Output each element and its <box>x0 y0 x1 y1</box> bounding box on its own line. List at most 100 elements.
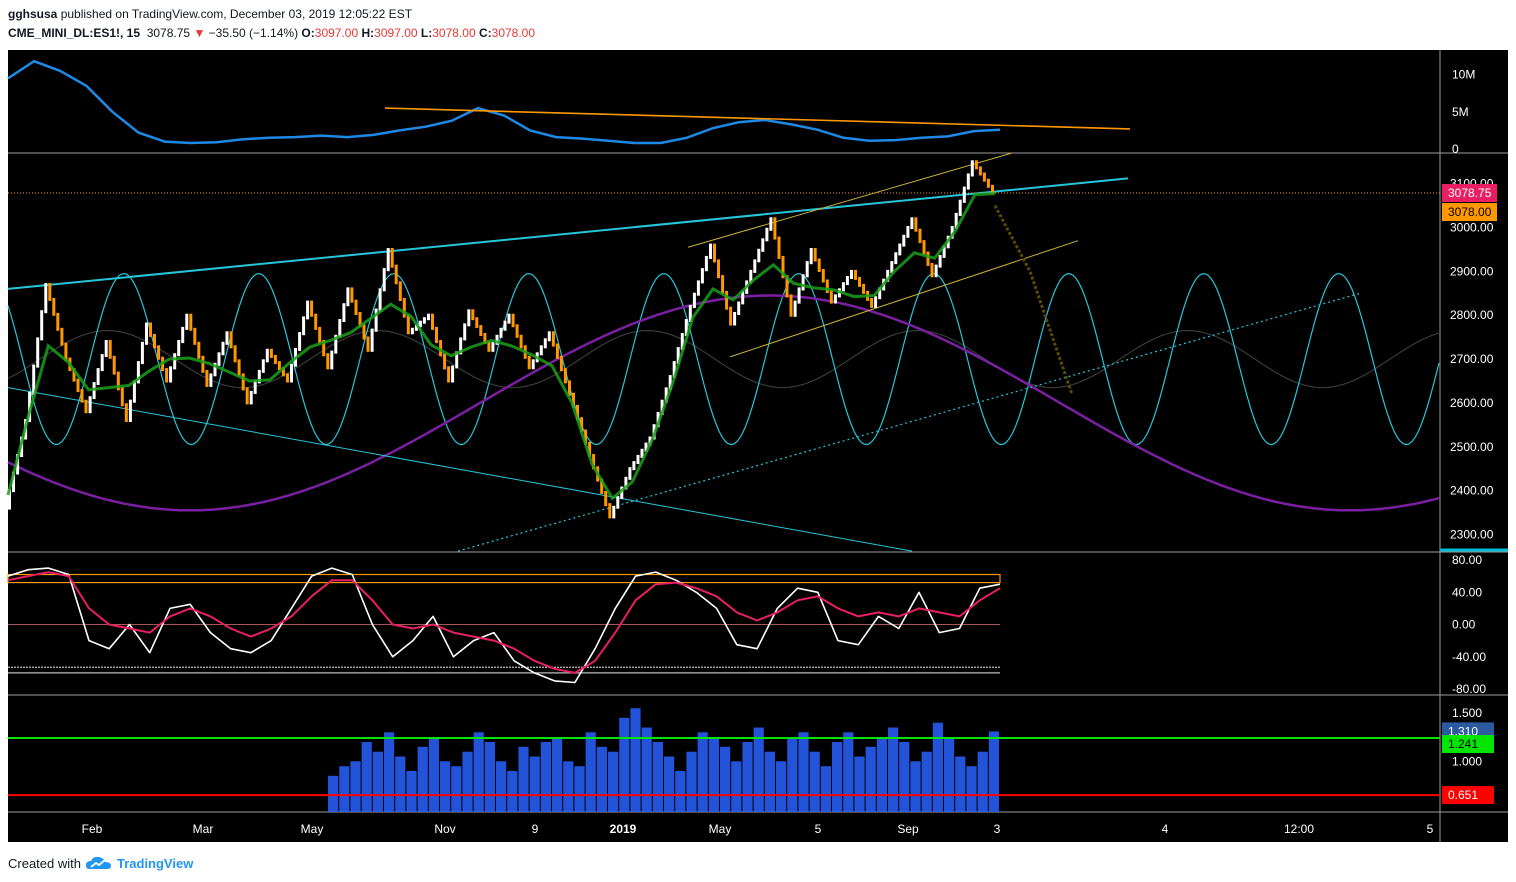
renko-brick <box>709 243 712 259</box>
renko-brick <box>76 378 80 393</box>
renko-brick <box>676 347 680 365</box>
histogram-bar <box>473 732 484 812</box>
renko-brick <box>680 333 684 350</box>
histogram-bar <box>697 732 708 812</box>
renko-brick <box>229 331 233 349</box>
renko-brick <box>374 308 378 332</box>
histogram-bar <box>339 766 350 812</box>
stoch-d-line <box>7 571 1001 674</box>
renko-brick <box>177 340 181 357</box>
renko-brick <box>568 380 571 396</box>
tradingview-brand[interactable]: TradingView <box>116 855 194 871</box>
price-tick-label: 2700.00 <box>1450 352 1494 366</box>
renko-brick <box>362 324 366 340</box>
close-price-tag <box>1442 203 1497 222</box>
renko-brick <box>422 317 426 324</box>
renko-brick <box>302 316 306 336</box>
hist-value-tag-text: 0.651 <box>1448 788 1478 802</box>
price-tick-label: 2400.00 <box>1450 484 1494 498</box>
renko-brick <box>930 262 934 278</box>
renko-brick <box>471 309 475 321</box>
cyan-cycle-wave <box>7 273 1440 446</box>
open-value: 3097.00 <box>314 26 359 40</box>
renko-brick <box>801 274 805 291</box>
renko-brick <box>721 275 725 294</box>
renko-brick <box>962 186 966 203</box>
histogram-bar <box>910 761 921 812</box>
created-with-label: Created with <box>8 855 81 871</box>
renko-brick <box>531 359 535 370</box>
volume-tick-label: 5M <box>1452 105 1469 119</box>
renko-brick <box>277 361 281 371</box>
tradingview-logo-icon <box>85 856 111 869</box>
price-tick-label: 2300.00 <box>1450 527 1494 541</box>
renko-brick <box>592 454 596 470</box>
histogram-bar <box>899 742 910 812</box>
histogram-bar <box>832 742 843 812</box>
renko-brick <box>922 240 926 255</box>
histogram-bar <box>708 737 719 812</box>
renko-brick <box>660 399 664 415</box>
histogram-bar <box>451 766 462 812</box>
renko-brick <box>825 279 829 293</box>
time-tick-label: Mar <box>193 822 214 836</box>
renko-brick <box>241 373 245 391</box>
renko-brick <box>978 166 982 176</box>
histogram-bar <box>932 722 943 812</box>
time-tick-label: 3 <box>994 822 1001 836</box>
time-tick-label: 9 <box>532 822 539 836</box>
renko-brick <box>954 212 958 230</box>
renko-brick <box>580 417 584 433</box>
lower-trendline <box>7 387 913 552</box>
hist-value-tag <box>1442 735 1494 754</box>
renko-brick <box>527 355 531 370</box>
renko-brick <box>281 367 285 377</box>
histogram-bar <box>854 756 865 812</box>
renko-brick <box>435 326 438 344</box>
author-name[interactable]: gghsusa <box>8 7 58 21</box>
renko-brick <box>777 236 781 259</box>
histogram-bar <box>417 746 428 812</box>
symbol-label[interactable]: CME_MINI_DL:ES1!, 15 <box>8 26 141 40</box>
renko-brick <box>785 275 789 298</box>
histogram-bar <box>608 751 619 812</box>
renko-brick <box>547 331 551 342</box>
time-tick-label: 12:00 <box>1284 822 1314 836</box>
chart-area[interactable]: 10M5M03100.003000.002900.002800.002700.0… <box>0 50 1516 850</box>
histogram-bar <box>955 756 966 812</box>
renko-brick <box>507 313 511 324</box>
renko-brick <box>157 345 161 360</box>
renko-brick <box>136 361 140 384</box>
renko-brick <box>817 258 821 272</box>
renko-brick <box>427 313 430 321</box>
histogram-bar <box>944 737 955 812</box>
renko-brick <box>410 327 414 335</box>
renko-brick <box>588 441 592 458</box>
renko-brick <box>475 317 479 329</box>
renko-brick <box>346 287 350 307</box>
renko-brick <box>769 217 773 231</box>
renko-brick <box>503 320 507 331</box>
histogram-bar <box>596 746 607 812</box>
histogram-bar <box>372 751 383 812</box>
renko-brick <box>858 276 861 287</box>
renko-brick <box>390 248 394 268</box>
histogram-bar <box>496 761 507 812</box>
renko-brick <box>169 366 173 383</box>
renko-brick <box>205 369 209 387</box>
renko-brick <box>318 326 322 344</box>
renko-brick <box>463 323 467 341</box>
renko-brick <box>713 243 716 263</box>
renko-brick <box>306 300 310 320</box>
stoch-tick-label: 40.00 <box>1452 585 1482 599</box>
histogram-bar <box>798 732 809 812</box>
renko-brick <box>72 368 76 382</box>
histogram-bar <box>753 727 764 812</box>
renko-brick <box>8 489 11 510</box>
renko-brick <box>789 294 793 317</box>
renko-brick <box>608 503 612 519</box>
renko-brick <box>753 259 757 273</box>
renko-brick <box>898 243 902 256</box>
renko-brick <box>467 309 471 327</box>
renko-brick <box>539 345 543 356</box>
